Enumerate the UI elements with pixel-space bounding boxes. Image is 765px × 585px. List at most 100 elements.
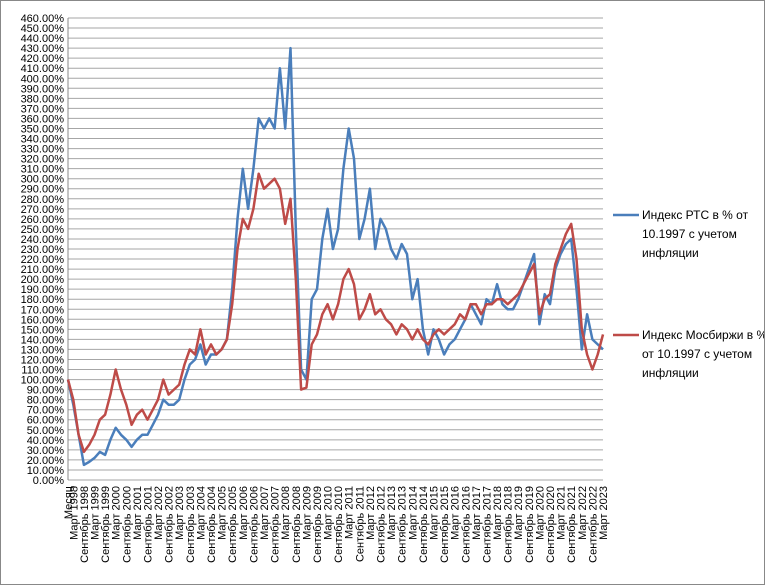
x-tick-label: Сентябрь 2001 [142,486,154,563]
x-tick-label: Март 2000 [111,486,123,540]
x-tick-label: Сентябрь 2021 [566,486,578,563]
y-tick-label: 260.00% [21,214,65,226]
y-tick-label: 10.00% [27,465,65,477]
x-tick-label: Сентябрь 1999 [100,486,112,563]
y-tick-label: 230.00% [21,244,65,256]
x-tick-label: Сентябрь 2011 [354,486,366,562]
x-tick-label: Март 2009 [301,486,313,540]
y-tick-label: 270.00% [21,204,65,216]
x-tick-label: Март 2016 [450,486,462,540]
x-tick-label: Март 2021 [556,486,568,540]
y-tick-label: 170.00% [21,304,65,316]
y-tick-label: 40.00% [27,435,65,447]
x-tick-label: Март 2006 [238,486,250,540]
x-tick-label: Март 1998 [68,486,80,540]
x-tick-label: Сентябрь 2015 [439,486,451,563]
y-tick-label: 70.00% [27,405,65,417]
y-tick-label: 410.00% [21,63,65,75]
y-tick-label: 200.00% [21,274,65,286]
x-tick-label: Сентябрь 2004 [206,486,218,563]
y-tick-label: 80.00% [27,395,65,407]
x-tick-label: Сентябрь 2017 [481,486,493,563]
x-tick-label: Март 2023 [598,486,610,540]
y-tick-label: 140.00% [21,334,65,346]
y-tick-label: 400.00% [21,73,65,85]
x-tick-label: Март 2019 [513,486,525,540]
y-tick-label: 60.00% [27,415,65,427]
x-tick-label: Март 2003 [174,486,186,540]
y-tick-label: 250.00% [21,224,65,236]
x-tick-label: Март 2001 [132,486,144,540]
x-tick-label: Сентябрь 2007 [270,486,282,563]
y-tick-label: 300.00% [21,174,65,186]
x-tick-label: Март 2013 [386,486,398,540]
y-tick-label: 240.00% [21,234,65,246]
y-tick-label: 120.00% [21,354,65,366]
x-tick-label: Март 2004 [195,486,207,540]
y-tick-label: 310.00% [21,164,65,176]
y-tick-label: 180.00% [21,294,65,306]
x-tick-label: Сентябрь 2016 [460,486,472,563]
y-tick-label: 330.00% [21,144,65,156]
x-tick-label: Март 2005 [217,486,229,540]
y-tick-label: 150.00% [21,324,65,336]
x-tick-label: Март 2015 [428,486,440,540]
x-tick-label: Март 2014 [407,486,419,540]
x-tick-label: Сентябрь 2010 [333,486,345,563]
x-tick-label: Сентябрь 2013 [397,486,409,563]
x-tick-label: Сентябрь 2018 [503,486,515,563]
y-tick-label: 290.00% [21,184,65,196]
y-tick-label: 0.00% [33,475,64,487]
y-tick-label: 430.00% [21,43,65,55]
x-tick-label: Сентябрь 2000 [121,486,133,563]
x-tick-label: Март 2018 [492,486,504,540]
x-tick-label: Сентябрь 2022 [587,486,599,563]
x-tick-label: Март 2010 [323,486,335,540]
y-tick-label: 160.00% [21,314,65,326]
y-tick-label: 340.00% [21,134,65,146]
x-tick-label: Сентябрь 2020 [545,486,557,563]
y-tick-label: 370.00% [21,103,65,115]
y-tick-label: 30.00% [27,445,65,457]
legend-label: Индекс РТС в % от 10.1997 с учетом инфля… [642,208,749,260]
x-tick-label: Сентябрь 2014 [418,486,430,563]
y-tick-label: 450.00% [21,23,65,35]
x-tick-label: Сентябрь 1998 [79,486,91,563]
y-tick-label: 280.00% [21,194,65,206]
x-tick-label: Сентябрь 2009 [312,486,324,563]
y-tick-label: 350.00% [21,123,65,135]
x-tick-label: Март 2020 [534,486,546,540]
y-tick-label: 90.00% [27,385,65,397]
x-tick-label: Сентябрь 2005 [227,486,239,563]
y-tick-label: 190.00% [21,284,65,296]
y-tick-label: 100.00% [21,375,65,387]
y-tick-label: 50.00% [27,425,65,437]
x-tick-label: Март 2017 [471,486,483,540]
y-tick-label: 110.00% [21,365,64,377]
y-tick-label: 210.00% [21,264,65,276]
series-line [66,172,605,454]
y-tick-label: 220.00% [21,254,65,266]
y-tick-label: 130.00% [21,344,65,356]
x-tick-label: Март 2002 [153,486,165,540]
x-tick-label: Март 2007 [259,486,271,540]
x-tick-label: Март 2008 [280,486,292,540]
x-tick-label: Сентябрь 2003 [185,486,197,563]
y-tick-label: 20.00% [27,455,65,467]
x-tick-label: Март 2011 [344,486,356,539]
legend-label: Индекс Мосбиржи в % от 10.1997 с учетом … [642,328,765,380]
x-tick-label: Сентябрь 2002 [164,486,176,563]
x-tick-label: Сентябрь 2008 [291,486,303,563]
y-tick-label: 460.00% [21,13,65,25]
y-tick-label: 380.00% [21,93,65,105]
x-tick-label: Март 2022 [577,486,589,540]
series-line [66,46,604,467]
x-tick-label: Месяц [63,485,75,519]
x-tick-label: Март 2012 [365,486,377,540]
y-tick-label: 320.00% [21,154,65,166]
x-tick-label: Сентябрь 2006 [248,486,260,563]
y-tick-label: 420.00% [21,53,65,65]
y-tick-label: 440.00% [21,33,65,45]
